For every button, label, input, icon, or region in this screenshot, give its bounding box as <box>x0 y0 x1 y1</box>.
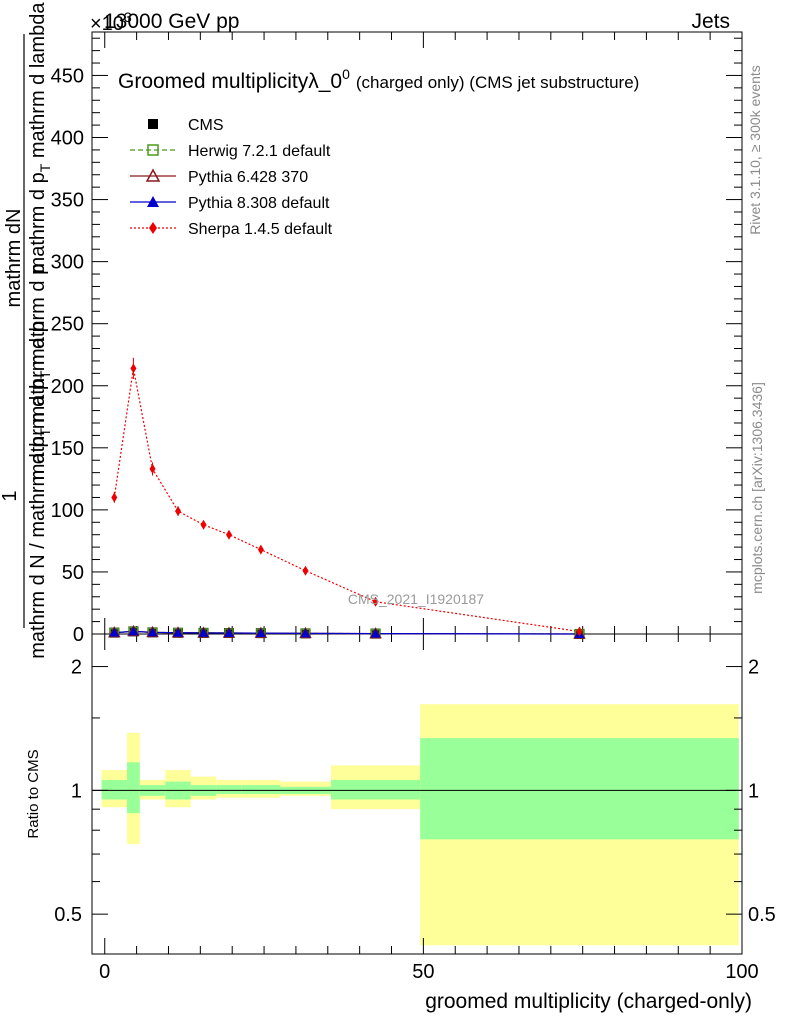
point-3-1 <box>128 626 139 636</box>
point-4-4 <box>200 519 207 530</box>
y-label-sub2: mathrm d pT mathrm d p <box>27 264 53 480</box>
legend-marker-2 <box>145 168 161 182</box>
series-markers <box>108 357 586 639</box>
legend-label-2: Pythia 6.428 370 <box>188 169 308 186</box>
xtick-label-100: 100 <box>725 961 758 983</box>
main-ytick-label-450: 450 <box>51 65 84 87</box>
x-axis-label: groomed multiplicity (charged-only) <box>425 990 752 1013</box>
point-3-8 <box>370 628 381 638</box>
point-4-0 <box>111 492 118 503</box>
series-lines <box>113 368 580 635</box>
process-label: Jets <box>691 10 730 33</box>
xtick-label-50: 50 <box>412 961 434 983</box>
ratio-ytick-label-right-0.5: 0.5 <box>748 904 776 926</box>
point-4-1 <box>130 363 137 374</box>
legend-marker-1 <box>147 144 159 156</box>
main-ytick-label-50: 50 <box>62 562 84 584</box>
main-ytick-label-350: 350 <box>51 190 84 212</box>
main-ytick-label-400: 400 <box>51 128 84 150</box>
ratio-ytick-label-left-0.5: 0.5 <box>54 904 82 926</box>
point-4-9 <box>576 626 583 637</box>
main-y-ticks: 0 50 100 150 200 250 300 350 400 450 <box>51 37 742 646</box>
y-label-one: 1 <box>0 490 21 501</box>
main-ytick-label-150: 150 <box>51 438 84 460</box>
point-3-5 <box>224 628 235 638</box>
x-ticks: 0 50 100 <box>99 32 759 983</box>
point-4-3 <box>175 506 182 517</box>
point-3-6 <box>255 628 266 638</box>
legend-label-4: Sherpa 1.4.5 default <box>188 221 333 238</box>
ratio-band-inner-9 <box>420 738 739 840</box>
legend-marker-3 <box>147 196 159 207</box>
ratio-ytick-label-right-2: 2 <box>748 657 759 679</box>
ratio-ytick-label-left-1: 1 <box>71 780 82 802</box>
main-ytick-label-300: 300 <box>51 252 84 274</box>
ratio-band-inner-1 <box>127 762 140 814</box>
energy-label: 13000 GeV pp <box>104 10 239 33</box>
main-ytick-label-250: 250 <box>51 314 84 336</box>
main-ytick-label-200: 200 <box>51 376 84 398</box>
point-4-7 <box>302 565 309 576</box>
legend-marker-0 <box>148 119 158 129</box>
point-3-3 <box>173 627 184 637</box>
legend-label-0: CMS <box>188 117 224 134</box>
y-label-denominator: mathrm d N / mathrm d pT mathrm d p <box>27 321 53 659</box>
point-3-4 <box>198 627 209 637</box>
point-3-0 <box>109 627 120 637</box>
xtick-label-0: 0 <box>99 961 110 983</box>
point-4-6 <box>257 544 264 555</box>
legend: CMS Herwig 7.2.1 default Pythia 6.428 370 P… <box>130 117 333 238</box>
ratio-band-inner-0 <box>101 779 128 800</box>
y-label-numerator: mathrm dN <box>3 209 25 308</box>
point-4-8 <box>372 596 379 607</box>
series-line-4 <box>113 368 580 633</box>
ratio-y-axis-label: Ratio to CMS <box>25 749 42 838</box>
point-3-7 <box>300 628 311 638</box>
legend-label-1: Herwig 7.2.1 default <box>188 143 331 160</box>
main-ytick-label-100: 100 <box>51 500 84 522</box>
analysis-watermark: CMS_2021_I1920187 <box>348 591 484 607</box>
y-label-sub1: mathrm d pT mathrm d lambda <box>27 2 53 274</box>
series-line-3 <box>114 630 580 635</box>
ratio-bands <box>101 704 739 946</box>
mcplots-side-label: mcplots.cern.ch [arXiv:1306.3436] <box>749 382 765 594</box>
ratio-band-inner-8 <box>330 779 421 800</box>
ratio-ytick-label-left-2: 2 <box>71 657 82 679</box>
point-4-2 <box>149 463 156 474</box>
ratio-y-ticks: 0.5 0.5 1 1 2 2 <box>54 657 776 927</box>
rivet-side-label: Rivet 3.1.10, ≥ 300k events <box>747 65 763 235</box>
point-4-5 <box>226 529 233 540</box>
ratio-band-inner-5 <box>216 785 242 794</box>
ratio-ytick-label-right-1: 1 <box>748 780 759 802</box>
main-y-axis-label: mathrm dN mathrm d pT mathrm d lambda ma… <box>0 2 53 659</box>
legend-label-3: Pythia 8.308 default <box>188 195 330 212</box>
chart-title: Groomed multiplicityλ_00 (charged only) (… <box>118 66 639 93</box>
main-ytick-label-0: 0 <box>73 624 84 646</box>
ratio-band-inner-6 <box>241 785 280 794</box>
point-3-2 <box>147 627 158 637</box>
legend-marker-4 <box>149 222 157 234</box>
